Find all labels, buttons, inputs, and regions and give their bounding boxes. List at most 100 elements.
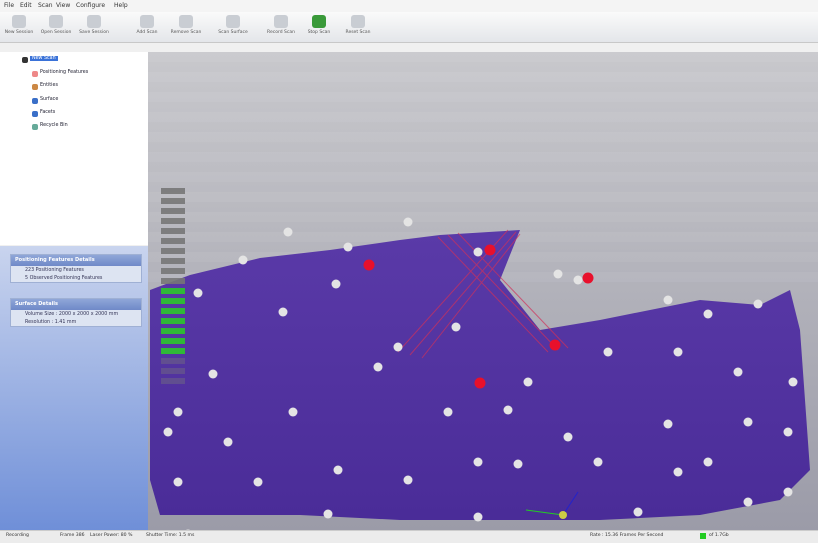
menu-item[interactable]: File [4,2,15,9]
band [148,152,818,162]
scanned-surface [150,230,810,520]
target-dot [193,288,203,298]
target-dot [185,529,191,530]
target-dot [473,457,483,467]
toolbar-button[interactable]: Remove Scan [167,13,205,41]
observed-target [484,244,496,256]
target-dot [523,377,533,387]
menu-item[interactable]: Help [114,2,128,9]
gauge-cell [161,268,185,274]
tree-item[interactable]: Surface [40,97,59,102]
status-text: of 1.7Gb [709,533,729,538]
gauge-cell [161,348,185,354]
gauge-cell [161,258,185,264]
band [148,72,818,82]
menu-item[interactable]: Edit [20,2,32,9]
target-dot [278,307,288,317]
target-dot [788,377,798,387]
target-dot [703,309,713,319]
toolbar-button[interactable]: Scan Surface [211,13,255,41]
gauge-cell [161,198,185,204]
gauge-cell [161,338,185,344]
tree-item[interactable]: Recycle Bin [40,123,68,128]
toolbar-button[interactable]: New Session [0,13,38,41]
band [148,192,818,202]
target-dot [603,347,613,357]
gauge-cell [161,318,185,324]
frame-gauge [161,188,185,384]
tree-item[interactable]: Positioning Features [40,70,89,75]
band [148,52,818,62]
status-text: Laser Power: 80 % [90,533,133,538]
band [148,132,818,142]
details-panel: Surface Details Volume Size : 2000 x 200… [10,298,142,327]
toolbar-button[interactable]: Stop Scan [300,13,338,41]
target-dot [323,509,333,519]
gauge-cell [161,288,185,294]
target-dot [393,342,403,352]
target-dot [593,457,603,467]
observed-target [474,377,486,389]
target-dot [503,405,513,415]
toolbar-button[interactable]: Open Session [37,13,75,41]
toolbar-button[interactable]: Add Scan [128,13,166,41]
panel-line: Volume Size : 2000 x 2000 x 2000 mm [25,312,119,317]
toolbar [0,12,818,43]
target-dot [633,507,643,517]
panel-title: Surface Details [11,299,141,310]
tree-view [0,52,149,245]
gauge-cell [161,218,185,224]
panel-line: 223 Positioning Features [25,268,84,273]
axis-triad [525,491,579,519]
tree-item[interactable]: New Scan [30,56,58,61]
band [148,172,818,182]
target-dot [403,475,413,485]
target-dot [208,369,218,379]
target-dot [333,465,343,475]
target-dot [513,459,523,469]
target-dot [163,427,173,437]
gauge-cell [161,248,185,254]
menu-item[interactable]: Scan [38,2,53,9]
status-text: Recording [6,533,29,538]
target-dot [783,487,793,497]
target-dot [673,467,683,477]
menu-item[interactable]: Configure [76,2,106,9]
target-dot [753,299,763,309]
toolbar-button[interactable]: Save Session [75,13,113,41]
target-dot [343,242,353,252]
target-dot [283,227,293,237]
tree-item[interactable]: Entities [40,83,58,88]
target-dot [743,417,753,427]
target-dot [403,217,413,227]
gauge-cell [161,328,185,334]
gauge-cell [161,368,185,374]
laser-lines [397,229,569,359]
gauge-cell [161,188,185,194]
status-text: Rate : 15.36 Frames Per Second [590,533,664,538]
target-dot [473,512,483,522]
target-dot [223,437,233,447]
target-dot [253,477,263,487]
side-panel [0,246,148,530]
target-dot [238,255,248,265]
target-dot [663,295,673,305]
menu-bar: File Edit Scan View Configure Help [0,0,818,12]
band [148,212,818,222]
target-dot [663,419,673,429]
gauge-cell [161,208,185,214]
band [148,92,818,102]
toolbar-button[interactable]: Record Scan [262,13,300,41]
toolbar-button[interactable]: Reset Scan [339,13,377,41]
gauge-cell [161,278,185,284]
target-dot [573,275,583,285]
target-dot [173,407,183,417]
viewport[interactable] [148,52,818,530]
target-dot [451,322,461,332]
panel-line: 5 Observed Positioning Features [25,276,103,281]
menu-item[interactable]: View [56,2,71,9]
tree-item[interactable]: Facets [40,110,56,115]
target-dot [563,432,573,442]
gauge-cell [161,308,185,314]
